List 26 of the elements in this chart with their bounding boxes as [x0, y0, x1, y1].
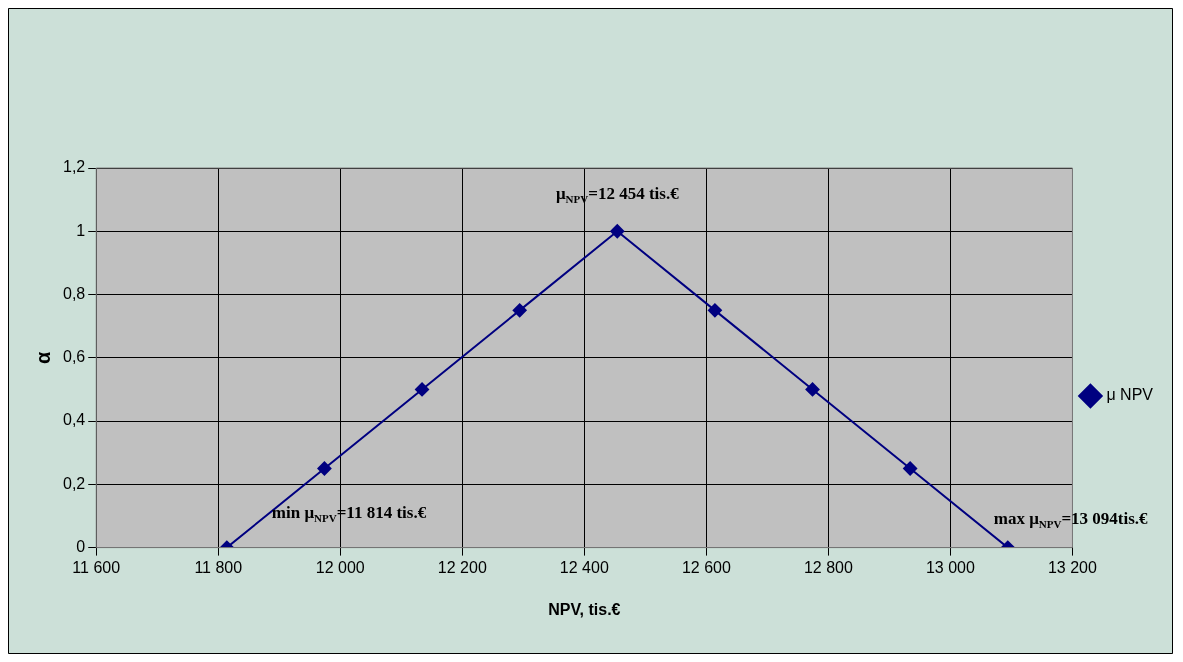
point	[903, 461, 918, 476]
x-tick-label: 12 800	[803, 558, 853, 576]
y-tick-label: 0,6	[62, 348, 86, 366]
point	[512, 303, 527, 318]
y-tick-label: 0	[76, 538, 86, 556]
point	[610, 224, 625, 239]
point	[317, 461, 332, 476]
y-tick-label: 1	[76, 221, 86, 239]
point	[707, 303, 722, 318]
legend-label: μ NPV	[1106, 386, 1154, 404]
x-tick-label: 13 200	[1047, 558, 1098, 576]
point	[415, 382, 430, 397]
y-tick-label: 0,4	[62, 411, 86, 429]
x-tick-label: 12 600	[681, 558, 731, 576]
x-tick-label: 11 800	[194, 558, 243, 576]
x-tick-label: 11 600	[72, 558, 121, 576]
y-axis-title: α	[31, 350, 54, 364]
x-tick-label: 13 000	[925, 558, 975, 576]
y-tick-label: 0,8	[62, 284, 86, 302]
x-axis-title: NPV, tis.€	[548, 600, 621, 618]
point	[805, 382, 820, 397]
x-tick-label: 12 000	[315, 558, 365, 576]
x-tick-label: 12 200	[437, 558, 487, 576]
x-tick-label: 12 400	[559, 558, 609, 576]
y-tick-label: 0,2	[62, 474, 86, 492]
y-tick-label: 1,2	[62, 158, 86, 176]
